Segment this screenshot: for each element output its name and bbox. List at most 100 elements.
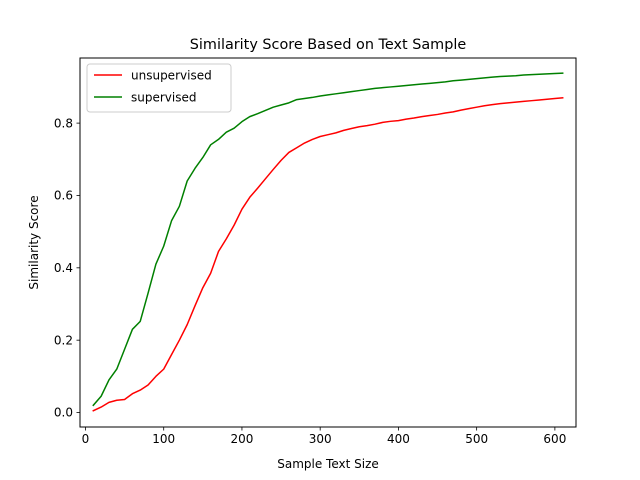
data-point-unsupervised (492, 104, 493, 105)
data-point-unsupervised (359, 126, 360, 127)
data-point-supervised (374, 88, 375, 89)
data-point-unsupervised (171, 354, 172, 355)
y-tick-label: 0.0 (54, 406, 73, 420)
data-point-unsupervised (429, 115, 430, 116)
data-point-supervised (453, 80, 454, 81)
data-point-supervised (273, 107, 274, 108)
data-point-unsupervised (304, 142, 305, 143)
data-point-supervised (413, 84, 414, 85)
data-point-supervised (554, 73, 555, 74)
data-point-unsupervised (406, 119, 407, 120)
data-point-unsupervised (335, 132, 336, 133)
data-point-unsupervised (437, 114, 438, 115)
data-point-supervised (500, 76, 501, 77)
data-point-unsupervised (241, 209, 242, 210)
data-point-unsupervised (320, 136, 321, 137)
data-point-unsupervised (413, 117, 414, 118)
data-point-unsupervised (500, 103, 501, 104)
data-point-supervised (140, 321, 141, 322)
data-point-unsupervised (507, 102, 508, 103)
data-point-unsupervised (312, 139, 313, 140)
data-point-unsupervised (453, 111, 454, 112)
data-point-supervised (327, 94, 328, 95)
data-point-supervised (351, 91, 352, 92)
data-point-supervised (296, 99, 297, 100)
y-tick-label: 0.2 (54, 333, 73, 347)
data-point-supervised (171, 220, 172, 221)
data-point-unsupervised (484, 105, 485, 106)
data-point-unsupervised (476, 107, 477, 108)
data-point-supervised (218, 139, 219, 140)
plot-frame (79, 57, 577, 428)
data-point-supervised (93, 405, 94, 406)
data-point-unsupervised (515, 102, 516, 103)
data-point-supervised (257, 113, 258, 114)
data-point-supervised (210, 144, 211, 145)
data-point-supervised (562, 73, 563, 74)
legend-box (86, 63, 232, 113)
data-point-supervised (515, 75, 516, 76)
data-point-unsupervised (187, 324, 188, 325)
data-point-unsupervised (382, 122, 383, 123)
data-point-unsupervised (116, 400, 117, 401)
data-point-unsupervised (296, 147, 297, 148)
data-point-unsupervised (234, 225, 235, 226)
data-point-supervised (101, 396, 102, 397)
data-point-supervised (343, 92, 344, 93)
data-point-supervised (484, 77, 485, 78)
data-point-unsupervised (351, 128, 352, 129)
data-point-supervised (468, 79, 469, 80)
data-point-unsupervised (445, 112, 446, 113)
data-point-unsupervised (398, 120, 399, 121)
data-point-unsupervised (163, 369, 164, 370)
data-point-supervised (445, 81, 446, 82)
data-point-supervised (249, 116, 250, 117)
data-point-supervised (124, 349, 125, 350)
data-point-unsupervised (539, 99, 540, 100)
data-point-unsupervised (531, 100, 532, 101)
data-point-unsupervised (280, 160, 281, 161)
data-point-supervised (132, 329, 133, 330)
data-point-supervised (194, 168, 195, 169)
data-point-supervised (108, 379, 109, 380)
data-point-unsupervised (546, 99, 547, 100)
legend-label-supervised: supervised (131, 91, 196, 105)
data-point-unsupervised (554, 98, 555, 99)
data-point-unsupervised (249, 197, 250, 198)
data-point-supervised (116, 369, 117, 370)
y-axis-label: Similarity Score (27, 195, 41, 289)
data-point-supervised (312, 97, 313, 98)
data-point-supervised (187, 180, 188, 181)
data-point-unsupervised (140, 390, 141, 391)
data-point-supervised (226, 132, 227, 133)
data-point-supervised (288, 102, 289, 103)
data-point-unsupervised (124, 399, 125, 400)
x-axis-label: Sample Text Size (277, 457, 379, 471)
data-point-supervised (406, 85, 407, 86)
x-tick-label: 200 (230, 432, 253, 446)
data-point-supervised (335, 93, 336, 94)
data-point-unsupervised (421, 116, 422, 117)
y-axis-ticks: 0.0 0.2 0.4 0.6 0.8 (54, 116, 80, 420)
data-point-unsupervised (194, 305, 195, 306)
data-point-supervised (390, 86, 391, 87)
y-tick-label: 0.4 (54, 261, 73, 275)
series-line-unsupervised (92, 96, 564, 412)
data-point-supervised (320, 95, 321, 96)
data-point-unsupervised (523, 101, 524, 102)
chart-title: Similarity Score Based on Text Sample (190, 37, 467, 53)
x-tick-label: 100 (152, 432, 175, 446)
data-point-unsupervised (226, 238, 227, 239)
data-point-supervised (421, 83, 422, 84)
data-point-unsupervised (93, 410, 94, 411)
y-tick-label: 0.6 (54, 189, 73, 203)
data-point-supervised (234, 128, 235, 129)
data-point-unsupervised (374, 124, 375, 125)
data-point-unsupervised (562, 97, 563, 98)
data-point-supervised (507, 75, 508, 76)
data-point-supervised (304, 98, 305, 99)
x-tick-label: 300 (309, 432, 332, 446)
data-point-supervised (179, 206, 180, 207)
data-point-unsupervised (390, 121, 391, 122)
